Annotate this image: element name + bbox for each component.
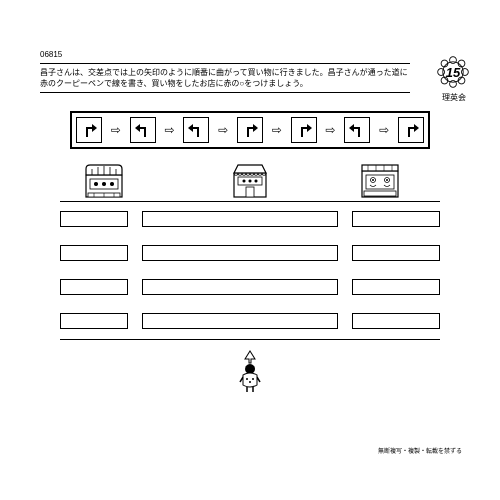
- seq-separator-icon: ⇨: [111, 123, 121, 137]
- shop-right: [360, 163, 400, 199]
- block-row: [60, 211, 440, 227]
- seq-separator-icon: ⇨: [272, 123, 282, 137]
- turn-cell: [398, 117, 424, 143]
- shop-middle: [230, 163, 270, 199]
- turn-right-icon: [241, 121, 259, 139]
- seq-separator-icon: ⇨: [325, 123, 335, 137]
- block: [352, 279, 440, 295]
- block: [60, 211, 128, 227]
- turn-left-icon: [134, 121, 152, 139]
- block-row: [60, 279, 440, 295]
- publisher-label: 理英会: [442, 92, 466, 103]
- turn-sequence: ⇨ ⇨ ⇨ ⇨ ⇨ ⇨: [70, 111, 430, 149]
- copyright-note: 無断複写・複製・転載を禁ずる: [378, 446, 462, 455]
- street-line: [60, 201, 440, 202]
- block: [142, 245, 338, 261]
- turn-left-icon: [348, 121, 366, 139]
- block: [352, 313, 440, 329]
- person-start: [235, 349, 265, 393]
- turn-cell: [130, 117, 156, 143]
- turn-cell: [291, 117, 317, 143]
- shop-left: [84, 163, 124, 199]
- turn-right-icon: [402, 121, 420, 139]
- street-line: [60, 339, 440, 340]
- block: [142, 211, 338, 227]
- turn-left-icon: [187, 121, 205, 139]
- block-row: [60, 313, 440, 329]
- page-number: 15: [446, 65, 460, 80]
- seq-separator-icon: ⇨: [164, 123, 174, 137]
- block: [352, 211, 440, 227]
- seq-separator-icon: ⇨: [218, 123, 228, 137]
- instruction-text: 昌子さんは、交差点では上の矢印のように順番に曲がって買い物に行きました。昌子さん…: [40, 63, 410, 93]
- block: [60, 279, 128, 295]
- block: [142, 313, 338, 329]
- page-number-badge: 15: [436, 55, 470, 89]
- block: [142, 279, 338, 295]
- turn-cell: [237, 117, 263, 143]
- turn-cell: [76, 117, 102, 143]
- turn-cell: [183, 117, 209, 143]
- block: [60, 313, 128, 329]
- page-id: 06815: [40, 50, 460, 59]
- turn-right-icon: [80, 121, 98, 139]
- block-row: [60, 245, 440, 261]
- block: [352, 245, 440, 261]
- seq-separator-icon: ⇨: [379, 123, 389, 137]
- turn-cell: [344, 117, 370, 143]
- street-grid: [60, 159, 440, 399]
- block: [60, 245, 128, 261]
- turn-right-icon: [295, 121, 313, 139]
